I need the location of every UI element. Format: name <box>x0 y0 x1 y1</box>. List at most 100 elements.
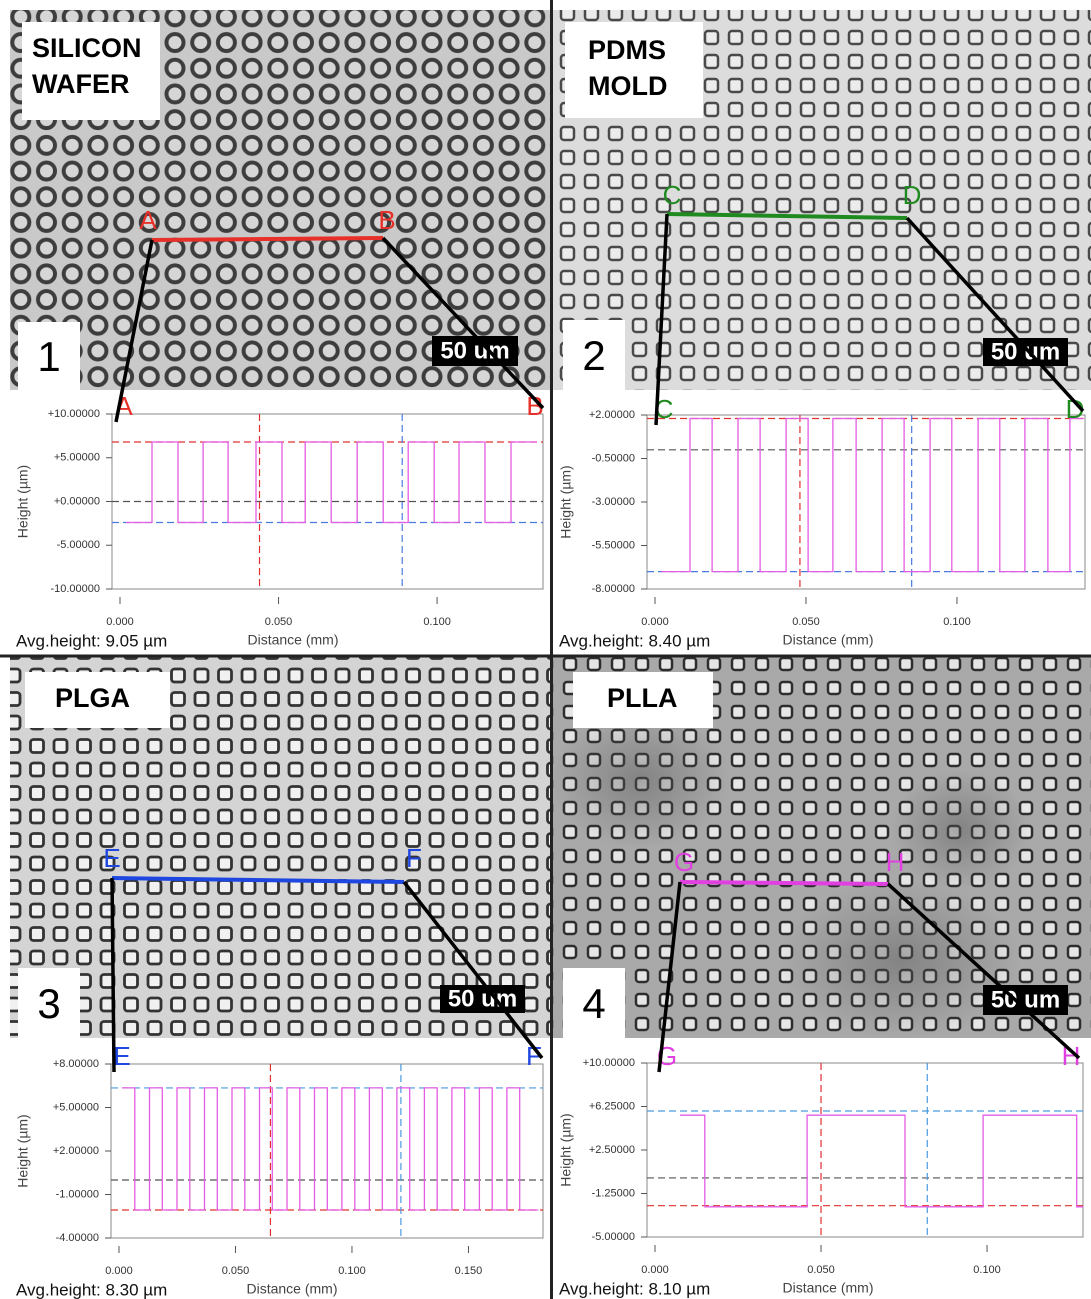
x-tick-label: 0.000 <box>105 1265 133 1277</box>
connector <box>114 239 154 423</box>
connector <box>654 213 669 426</box>
scale-bar-label: 50 um <box>991 338 1060 365</box>
y-tick-label: -5.50000 <box>592 539 635 551</box>
x-tick-label: 0.050 <box>222 1265 250 1277</box>
point-label: B <box>526 391 543 421</box>
connector <box>886 882 1081 1060</box>
x-tick-label: 0.100 <box>973 1264 1001 1276</box>
texture <box>780 880 1020 1040</box>
chart-panel <box>553 390 1091 655</box>
profile-trace <box>679 1114 1084 1208</box>
image-label: WAFER <box>32 69 130 99</box>
label-box <box>565 22 703 118</box>
point-label: B <box>378 205 395 235</box>
connector <box>381 236 545 410</box>
point-label: C <box>655 394 674 424</box>
y-tick-label: +10.00000 <box>48 408 100 420</box>
profile-trace <box>661 417 1084 573</box>
x-tick-label: 0.050 <box>792 616 820 628</box>
y-tick-label: -10.00000 <box>50 583 100 595</box>
label-box <box>573 672 713 728</box>
image-label: PLLA <box>607 683 678 713</box>
x-tick-label: 0.150 <box>455 1265 483 1277</box>
y-axis-label: Height (µm) <box>15 465 31 538</box>
x-tick-label: 0.000 <box>641 616 669 628</box>
y-axis-label: Height (µm) <box>558 465 574 538</box>
x-axis-label: Distance (mm) <box>782 632 873 648</box>
chart-panel <box>10 1038 550 1299</box>
point-label: H <box>886 847 905 877</box>
profile-trace <box>126 441 537 524</box>
point-label: A <box>139 205 157 235</box>
y-axis-label: Height (µm) <box>15 1114 31 1187</box>
x-tick-label: 0.050 <box>265 616 293 628</box>
x-axis-label: Distance (mm) <box>246 1281 337 1297</box>
y-tick-label: -1.00000 <box>56 1188 99 1200</box>
label-box <box>22 22 160 120</box>
number-box <box>18 968 80 1038</box>
y-tick-label: +10.00000 <box>583 1057 635 1069</box>
label-box <box>25 672 170 728</box>
panel-number: 3 <box>37 980 60 1027</box>
number-box <box>563 320 625 390</box>
profile-line <box>666 212 908 220</box>
point-label: D <box>1066 394 1085 424</box>
x-tick-label: 0.100 <box>943 616 971 628</box>
x-axis-label: Distance (mm) <box>247 632 338 648</box>
y-tick-label: -0.50000 <box>592 452 635 464</box>
x-tick-label: 0.050 <box>807 1264 835 1276</box>
connector <box>657 881 682 1073</box>
connector <box>110 877 116 1073</box>
point-label: E <box>113 1041 130 1071</box>
texture <box>890 770 1030 890</box>
image-label: MOLD <box>588 71 667 101</box>
y-tick-label: +2.00000 <box>589 409 635 421</box>
point-label: G <box>674 847 694 877</box>
profile-line <box>679 880 889 886</box>
x-tick-label: 0.100 <box>423 616 451 628</box>
texture <box>550 710 730 850</box>
chart-panel <box>553 1038 1091 1299</box>
annotation: Avg.height: 8.40 µm <box>559 631 710 650</box>
annotation: Avg.height: 8.30 µm <box>16 1280 167 1299</box>
y-tick-label: +5.00000 <box>54 452 100 464</box>
annotation: Avg.height: 9.05 µm <box>16 631 167 650</box>
panel-number: 4 <box>582 980 605 1027</box>
image-label: PLGA <box>55 683 130 713</box>
panel-number: 2 <box>582 332 605 379</box>
scale-bar <box>440 985 525 1013</box>
profile-line <box>151 236 384 242</box>
scale-bar-label: 50 um <box>448 985 517 1012</box>
x-tick-label: 0.000 <box>106 616 134 628</box>
number-box <box>563 968 625 1038</box>
panel-number: 1 <box>37 333 60 380</box>
profile-trace <box>122 1087 539 1211</box>
point-label: C <box>663 180 682 210</box>
y-tick-label: -4.00000 <box>56 1232 99 1244</box>
point-label: F <box>526 1041 542 1071</box>
number-box <box>18 322 80 390</box>
y-tick-label: +2.50000 <box>589 1144 635 1156</box>
point-label: D <box>903 180 922 210</box>
y-tick-label: -3.00000 <box>592 496 635 508</box>
x-axis-label: Distance (mm) <box>782 1280 873 1296</box>
scale-bar <box>983 338 1068 366</box>
point-label: F <box>406 843 422 873</box>
x-tick-label: 0.000 <box>641 1264 669 1276</box>
y-tick-label: -1.25000 <box>592 1187 635 1199</box>
connector <box>402 880 544 1060</box>
y-tick-label: +6.25000 <box>589 1100 635 1112</box>
profile-line <box>111 876 405 884</box>
y-tick-label: -8.00000 <box>592 583 635 595</box>
image-label: SILICON <box>32 33 142 63</box>
y-tick-label: +0.00000 <box>54 495 100 507</box>
annotation: Avg.height: 8.10 µm <box>559 1279 710 1298</box>
connector <box>905 216 1085 413</box>
y-tick-label: +5.00000 <box>53 1101 99 1113</box>
y-tick-label: +8.00000 <box>53 1058 99 1070</box>
y-axis-label: Height (µm) <box>558 1113 574 1186</box>
y-tick-label: -5.00000 <box>57 539 100 551</box>
y-tick-label: +2.00000 <box>53 1145 99 1157</box>
point-label: E <box>103 843 120 873</box>
